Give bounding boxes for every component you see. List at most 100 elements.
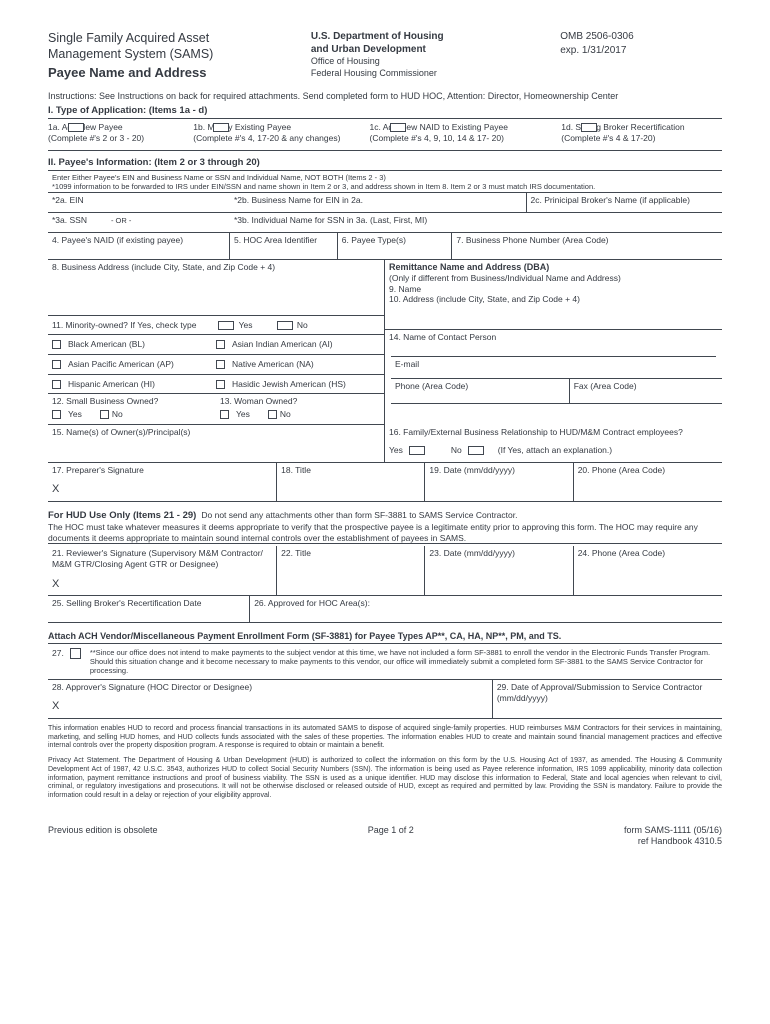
field-phone[interactable]: Phone (Area Code) [391, 379, 570, 403]
type-application-row: 1a. Add New Payee (Complete #'s 2 or 3 -… [48, 119, 722, 151]
checkbox-12-yes[interactable] [52, 410, 61, 419]
checkbox-1b[interactable] [213, 123, 229, 132]
sig-x-17: X [52, 475, 272, 497]
row-15-16: 15. Name(s) of Owner(s)/Principal(s) 16.… [48, 425, 722, 463]
note2: *1099 information to be forwarded to IRS… [52, 182, 718, 191]
checkbox-hi[interactable] [52, 380, 61, 389]
form-header: Single Family Acquired Asset Management … [48, 30, 722, 81]
dept-line2: and Urban Development [311, 43, 540, 56]
checkbox-bl[interactable] [52, 340, 61, 349]
field-18[interactable]: 18. Title [277, 463, 425, 501]
checkbox-11-no[interactable] [277, 321, 293, 330]
field-2c[interactable]: 2c. Prinicipal Broker's Name (if applica… [527, 193, 722, 213]
omb-number: OMB 2506-0306 [560, 30, 722, 44]
field-11: 11. Minority-owned? If Yes, check type Y… [48, 316, 384, 336]
title-line2: Management System (SAMS) [48, 46, 291, 62]
field-20[interactable]: 20. Phone (Area Code) [574, 463, 722, 501]
checkbox-16-no[interactable] [468, 446, 484, 455]
fine-print-1: This information enables HUD to record a… [48, 725, 722, 751]
field-5[interactable]: 5. HOC Area Identifier [230, 233, 338, 259]
sub-1b: (Complete #'s 4, 17-20 & any changes) [193, 133, 363, 144]
field-9: 9. Name [389, 284, 718, 295]
field-12: 12. Small Business Owned? Yes No [48, 394, 216, 423]
row-21-24: 21. Reviewer's Signature (Supervisory M&… [48, 546, 722, 596]
checkbox-12-no[interactable] [100, 410, 109, 419]
header-mid: U.S. Department of Housing and Urban Dev… [311, 30, 540, 81]
checkbox-11-yes[interactable] [218, 321, 234, 330]
app-1a: 1a. Add New Payee (Complete #'s 2 or 3 -… [48, 122, 193, 144]
ach-title: Attach ACH Vendor/Miscellaneous Payment … [48, 631, 722, 643]
field-14[interactable]: 14. Name of Contact Person [385, 330, 722, 356]
field-22[interactable]: 22. Title [277, 546, 425, 595]
field-21[interactable]: 21. Reviewer's Signature (Supervisory M&… [48, 546, 277, 595]
field-29[interactable]: 29. Date of Approval/Submission to Servi… [493, 680, 722, 718]
fine-print-2: Privacy Act Statement. The Department of… [48, 757, 722, 801]
checkbox-1d[interactable] [581, 123, 597, 132]
row-phone-fax: Phone (Area Code) Fax (Area Code) [391, 378, 722, 404]
field-25[interactable]: 25. Selling Broker's Recertification Dat… [48, 596, 250, 622]
sig-x-21: X [52, 570, 272, 592]
checkbox-27[interactable] [70, 648, 81, 659]
section1-title: I. Type of Application: (Items 1a - d) [48, 105, 722, 119]
checkbox-16-yes[interactable] [409, 446, 425, 455]
field-17[interactable]: 17. Preparer's Signature X [48, 463, 277, 501]
field-26[interactable]: 26. Approved for HOC Area(s): [250, 596, 722, 622]
footer-mid: Page 1 of 2 [368, 825, 414, 848]
title-line1: Single Family Acquired Asset [48, 30, 291, 46]
checkbox-ai[interactable] [216, 340, 225, 349]
field-3b[interactable]: *3b. Individual Name for SSN in 3a. (Las… [230, 213, 527, 233]
dept-line4: Federal Housing Commissioner [311, 68, 540, 80]
checkbox-na[interactable] [216, 360, 225, 369]
field-3a[interactable]: *3a. SSN - OR - [48, 213, 230, 233]
lbl-27: 27. [52, 648, 64, 675]
field-2c-empty [527, 213, 722, 233]
hud-note: The HOC must take whatever measures it d… [48, 522, 722, 544]
field-6[interactable]: 6. Payee Type(s) [338, 233, 453, 259]
checkbox-13-no[interactable] [268, 410, 277, 419]
field-fax[interactable]: Fax (Area Code) [570, 379, 722, 403]
field-23[interactable]: 23. Date (mm/dd/yyyy) [425, 546, 573, 595]
sub-1a: (Complete #'s 2 or 3 - 20) [48, 133, 187, 144]
sig-x-28: X [52, 692, 488, 714]
row-27: 27. **Since our office does not intend t… [48, 644, 722, 680]
field-2a[interactable]: *2a. EIN [48, 193, 230, 213]
hud-sub: Do not send any attachments other than f… [201, 510, 517, 520]
checkbox-1a[interactable] [68, 123, 84, 132]
row-17-20: 17. Preparer's Signature X 18. Title 19.… [48, 463, 722, 502]
row-8-14: 8. Business Address (include City, State… [48, 260, 722, 425]
remittance-block[interactable]: Remittance Name and Address (DBA) (Only … [385, 260, 722, 330]
hud-title: For HUD Use Only (Items 21 - 29) [48, 510, 196, 521]
field-24[interactable]: 24. Phone (Area Code) [574, 546, 722, 595]
title-bold: Payee Name and Address [48, 65, 291, 81]
app-1c: 1c. Add New NAID to Existing Payee (Comp… [370, 122, 562, 144]
field-7[interactable]: 7. Business Phone Number (Area Code) [452, 233, 722, 259]
lbl-16-note: (If Yes, attach an explanation.) [498, 445, 612, 456]
field-8[interactable]: 8. Business Address (include City, State… [48, 260, 384, 316]
header-right: OMB 2506-0306 exp. 1/31/2017 [560, 30, 722, 81]
row-28-29: 28. Approver's Signature (HOC Director o… [48, 680, 722, 719]
footer-right: form SAMS-1111 (05/16) ref Handbook 4310… [624, 825, 722, 848]
lbl-1a: 1a. Add New Payee [48, 122, 123, 132]
row-ein-ssn: *2a. EIN *3a. SSN - OR - *2b. Business N… [48, 193, 722, 233]
row-4-7: 4. Payee's NAID (if existing payee) 5. H… [48, 233, 722, 260]
field-19[interactable]: 19. Date (mm/dd/yyyy) [425, 463, 573, 501]
row-25-26: 25. Selling Broker's Recertification Dat… [48, 596, 722, 623]
checkbox-hs[interactable] [216, 380, 225, 389]
checkbox-ap[interactable] [52, 360, 61, 369]
field-15[interactable]: 15. Name(s) of Owner(s)/Principal(s) [48, 425, 385, 462]
section2-title: II. Payee's Information: (Item 2 or 3 th… [48, 157, 722, 171]
section2-notes: Enter Either Payee's EIN and Business Na… [48, 171, 722, 193]
field-email[interactable]: E-mail [391, 356, 716, 378]
field-2b[interactable]: *2b. Business Name for EIN in 2a. [230, 193, 527, 213]
note1: Enter Either Payee's EIN and Business Na… [52, 173, 718, 182]
field-28[interactable]: 28. Approver's Signature (HOC Director o… [48, 680, 493, 718]
checkbox-13-yes[interactable] [220, 410, 229, 419]
hud-block: For HUD Use Only (Items 21 - 29) Do not … [48, 510, 722, 544]
field-4[interactable]: 4. Payee's NAID (if existing payee) [48, 233, 230, 259]
lbl-1b: 1b. Modify Existing Payee [193, 122, 291, 132]
header-left: Single Family Acquired Asset Management … [48, 30, 291, 81]
app-1b: 1b. Modify Existing Payee (Complete #'s … [193, 122, 369, 144]
checkbox-1c[interactable] [390, 123, 406, 132]
sub-1c: (Complete #'s 4, 9, 10, 14 & 17- 20) [370, 133, 556, 144]
minority-row3: Hispanic American (HI) Hasidic Jewish Am… [48, 375, 384, 395]
